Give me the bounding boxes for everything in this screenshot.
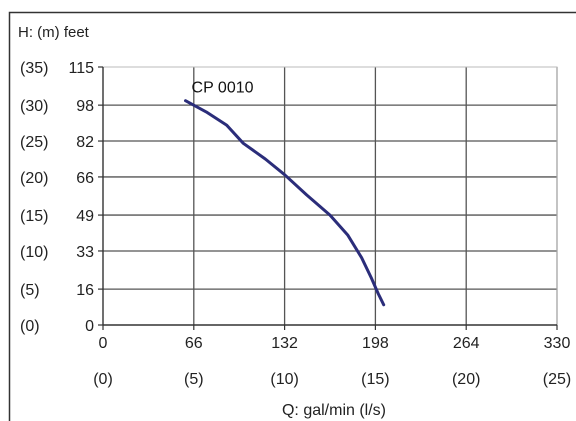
y-tick-label-m: (5) [20, 282, 40, 299]
y-axis-title: H: (m) feet [18, 24, 90, 41]
chart-frame [8, 11, 576, 421]
y-tick-label-m: (20) [20, 170, 48, 187]
y-tick-label-feet: 82 [76, 134, 94, 151]
y-tick-label-feet: 49 [76, 208, 94, 225]
grid-lines [102, 66, 558, 326]
axes [98, 66, 558, 330]
x-tick-label-ls: (15) [361, 371, 389, 388]
x-axis-title: Q: gal/min (l/s) [282, 402, 386, 419]
x-tick-label-gpm: 198 [362, 335, 389, 352]
x-tick-label-ls: (25) [543, 371, 571, 388]
x-tick-label-gpm: 330 [544, 335, 571, 352]
series-label: CP 0010 [192, 80, 254, 97]
x-tick-label-ls: (20) [452, 371, 480, 388]
y-tick-label-feet: 66 [76, 170, 94, 187]
y-tick-label-m: (15) [20, 208, 48, 225]
y-tick-label-feet: 16 [76, 282, 94, 299]
series-group: CP 0010 [184, 80, 386, 307]
y-tick-label-m: (35) [20, 60, 48, 77]
y-tick-label-feet: 33 [76, 244, 94, 261]
y-tick-label-m: (10) [20, 244, 48, 261]
y-tick-labels: (35) 115 (30) 98 (25) 82 (20) 66 (15) 49 (10) 33 (5)… [20, 60, 94, 335]
y-tick-label-feet: 0 [85, 318, 94, 335]
x-tick-label-gpm: 66 [185, 335, 203, 352]
x-tick-label-gpm: 132 [271, 335, 298, 352]
x-tick-labels: 0 (0) 66 (5) 132 (10) 198 (15) 264 (20) 330 (25) [93, 335, 571, 388]
x-tick-label-ls: (0) [93, 371, 113, 388]
y-tick-label-feet: 115 [68, 60, 94, 77]
y-tick-label-m: (25) [20, 134, 48, 151]
x-tick-label-ls: (5) [184, 371, 204, 388]
x-tick-label-gpm: 0 [99, 335, 108, 352]
y-tick-label-feet: 98 [76, 98, 94, 115]
x-tick-label-gpm: 264 [453, 335, 480, 352]
x-tick-label-ls: (10) [270, 371, 298, 388]
y-tick-label-m: (30) [20, 98, 48, 115]
series-line [184, 99, 386, 307]
y-tick-label-m: (0) [20, 318, 40, 335]
